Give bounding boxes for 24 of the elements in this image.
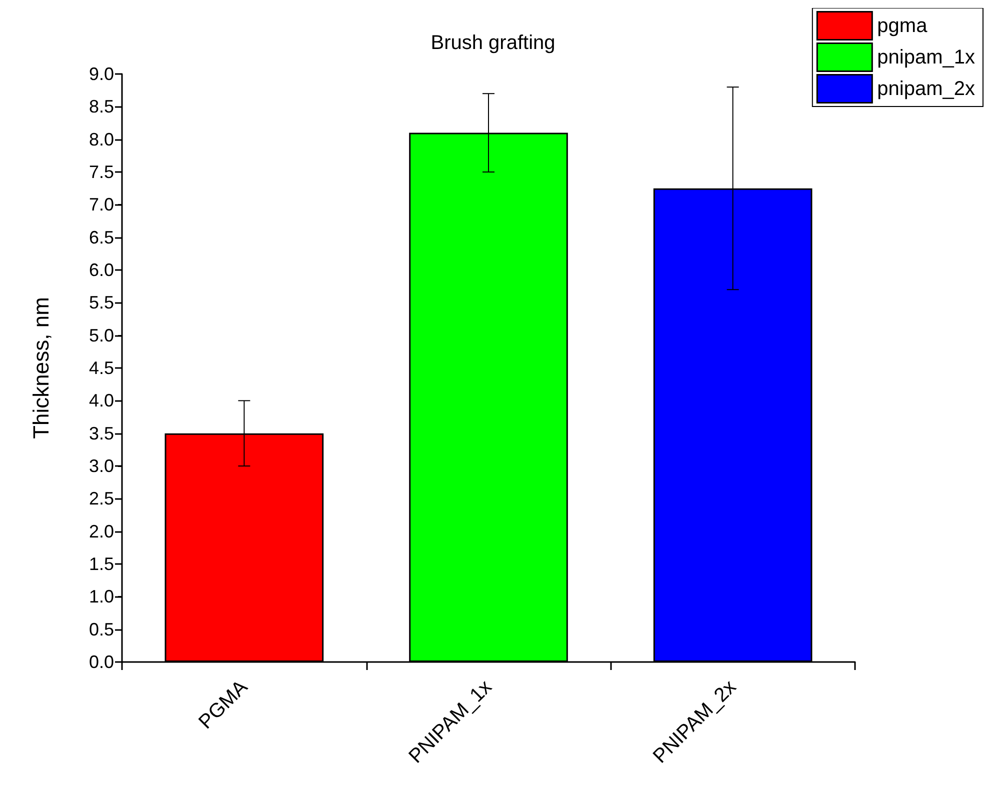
y-tick-label: 5.0: [88, 325, 114, 346]
y-tick-label: 6.0: [88, 260, 114, 280]
y-tick-label: 2.5: [88, 488, 114, 509]
chart-title: Brush grafting: [430, 32, 556, 54]
y-tick-label: 3.0: [88, 456, 114, 476]
y-tick-label: 7.0: [88, 194, 114, 215]
y-tick-label: 4.0: [88, 390, 114, 411]
y-tick-label: 8.0: [88, 129, 114, 150]
y-tick-label: 9.0: [88, 64, 114, 84]
y-tick-label: 0.5: [88, 619, 114, 640]
y-tick-label: 5.5: [88, 292, 114, 313]
y-tick-label: 1.0: [88, 586, 114, 607]
y-tick-label: 2.0: [88, 521, 114, 542]
legend-label: pnipam_2x: [877, 78, 975, 100]
legend-label: pnipam_1x: [877, 46, 975, 68]
y-tick-label: 3.5: [88, 423, 114, 444]
y-axis-title: Thickness, nm: [28, 297, 54, 439]
y-tick-label: 1.5: [88, 554, 114, 574]
y-tick-label: 8.5: [88, 96, 114, 117]
y-tick-label: 7.5: [88, 162, 114, 182]
y-tick-label: 0.0: [88, 652, 114, 672]
y-tick-label: 6.5: [88, 227, 114, 248]
y-tick-label: 4.5: [88, 358, 114, 378]
legend-label: pgma: [877, 14, 928, 37]
